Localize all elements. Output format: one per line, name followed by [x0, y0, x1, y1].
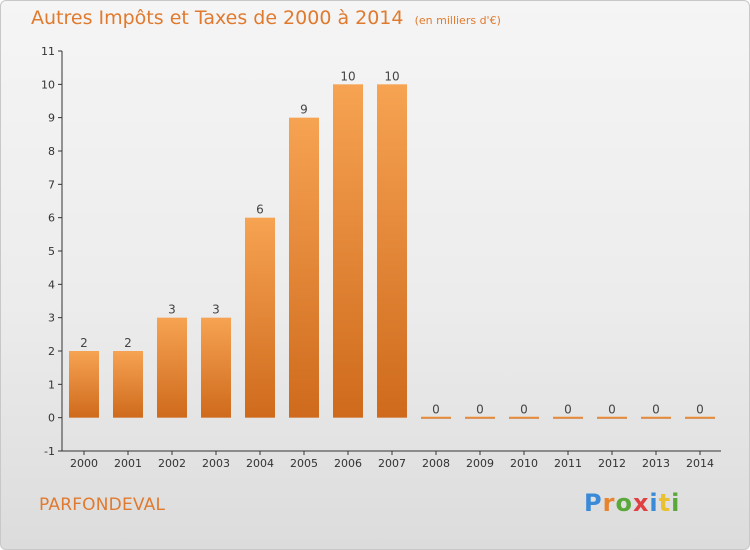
x-tick-label: 2008 — [422, 457, 450, 470]
y-tick-label: 10 — [41, 78, 55, 91]
y-tick-label: 11 — [41, 45, 55, 58]
y-tick-label: 7 — [48, 178, 55, 191]
data-label: 6 — [256, 203, 264, 217]
x-tick-label: 2001 — [114, 457, 142, 470]
logo-letter: i — [649, 489, 659, 517]
y-tick-label: 5 — [48, 245, 55, 258]
y-tick-label: 3 — [48, 312, 55, 325]
x-tick-label: 2004 — [246, 457, 274, 470]
y-tick-label: 1 — [48, 378, 55, 391]
bar — [509, 416, 539, 419]
chart-axes: -1 0 1 2 3 4 5 6 7 8 9 10 11 — [41, 45, 721, 458]
data-label: 0 — [432, 403, 440, 417]
data-label: 0 — [608, 403, 616, 417]
data-label: 0 — [564, 403, 572, 417]
logo-letter: r — [602, 489, 616, 517]
bar — [333, 84, 363, 418]
x-tick-label: 2010 — [510, 457, 538, 470]
bar — [289, 117, 319, 418]
x-tick-label: 2000 — [70, 457, 98, 470]
chart-bars — [69, 84, 715, 419]
logo-letter: t — [658, 489, 672, 517]
bar — [157, 317, 187, 418]
chart-header: Autres Impôts et Taxes de 2000 à 2014 (e… — [31, 7, 501, 29]
y-tick-label: 4 — [48, 278, 55, 291]
chart-labels: 2000 2 2001 2 2002 3 2003 3 2004 6 2005 9 2006 10 2007… — [70, 69, 714, 470]
y-tick-label: 2 — [48, 345, 55, 358]
bar — [245, 217, 275, 418]
x-tick-label: 2003 — [202, 457, 230, 470]
data-label: 2 — [80, 336, 88, 350]
bar — [465, 416, 495, 419]
y-tick-label: 0 — [48, 412, 55, 425]
bar — [69, 351, 99, 418]
commune-name: PARFONDEVAL — [39, 495, 166, 515]
data-label: 3 — [212, 303, 220, 317]
x-tick-label: 2012 — [598, 457, 626, 470]
proxiti-logo: Proxiti — [584, 489, 680, 517]
data-label: 0 — [652, 403, 660, 417]
x-tick-label: 2011 — [554, 457, 582, 470]
y-tick-label: -1 — [44, 445, 55, 458]
y-tick-label: 8 — [48, 145, 55, 158]
x-tick-label: 2013 — [642, 457, 670, 470]
x-tick-label: 2009 — [466, 457, 494, 470]
chart-unit: (en milliers d'€) — [414, 14, 501, 27]
bar — [201, 317, 231, 418]
logo-letter: o — [615, 489, 633, 517]
y-tick-label: 9 — [48, 112, 55, 125]
logo-letter: x — [632, 489, 650, 517]
x-tick-label: 2005 — [290, 457, 318, 470]
bar — [553, 416, 583, 419]
data-label: 0 — [696, 403, 704, 417]
data-label: 10 — [340, 69, 355, 83]
y-tick-label: 6 — [48, 212, 55, 225]
bar — [641, 416, 671, 419]
x-tick-label: 2006 — [334, 457, 362, 470]
data-label: 0 — [520, 403, 528, 417]
data-label: 3 — [168, 303, 176, 317]
bar — [685, 416, 715, 419]
data-label: 2 — [124, 336, 132, 350]
bar — [421, 416, 451, 419]
chart-title: Autres Impôts et Taxes de 2000 à 2014 — [31, 7, 404, 29]
x-tick-label: 2014 — [686, 457, 714, 470]
x-tick-label: 2002 — [158, 457, 186, 470]
data-label: 0 — [476, 403, 484, 417]
x-tick-label: 2007 — [378, 457, 406, 470]
data-label: 9 — [300, 103, 308, 117]
bar — [597, 416, 627, 419]
bar — [377, 84, 407, 418]
bar — [113, 351, 143, 418]
data-label: 10 — [384, 69, 399, 83]
logo-letter: i — [671, 489, 681, 517]
logo-letter: P — [584, 489, 603, 517]
